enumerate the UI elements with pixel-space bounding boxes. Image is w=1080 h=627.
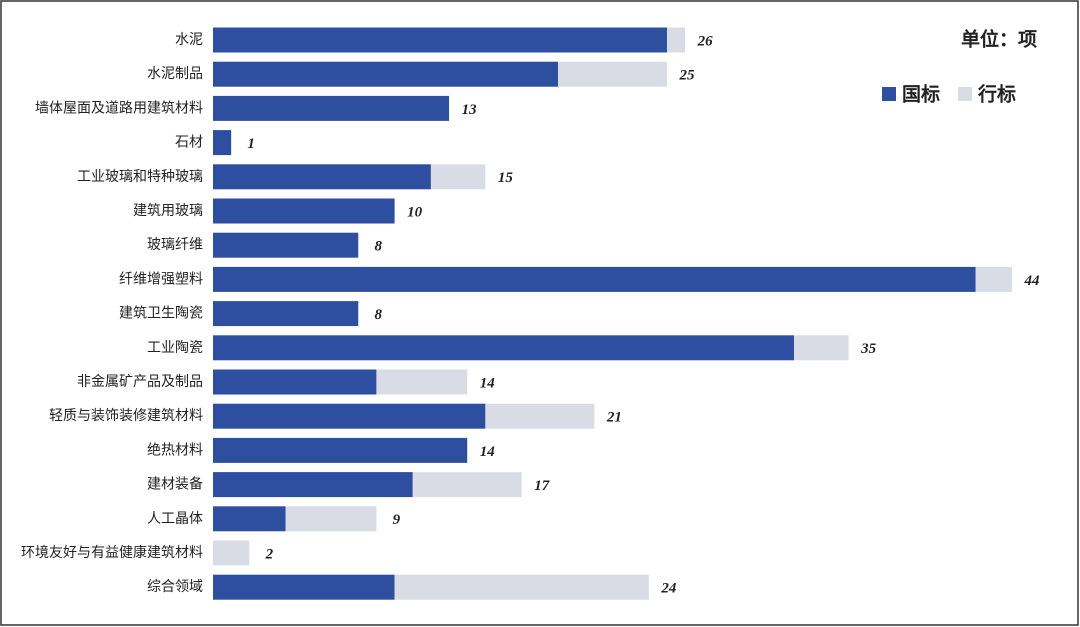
bar-segment xyxy=(558,61,667,87)
category-label: 纤维增强塑料 xyxy=(119,271,203,287)
category-label: 人工晶体 xyxy=(147,511,203,527)
total-label: 8 xyxy=(375,307,383,323)
unit-label: 单位：项 xyxy=(961,28,1037,51)
bar-segment xyxy=(975,266,1012,292)
bar-segment xyxy=(213,540,250,566)
category-label: 玻璃纤维 xyxy=(147,236,203,253)
legend-swatch xyxy=(882,87,896,101)
total-label: 15 xyxy=(498,170,514,186)
bar-segment xyxy=(485,403,595,429)
total-label: 9 xyxy=(393,512,401,528)
bar-segment xyxy=(213,61,559,87)
bar-segment xyxy=(213,506,286,532)
bar-segment xyxy=(213,403,486,429)
total-label: 26 xyxy=(697,33,714,49)
category-label: 石材 xyxy=(175,135,203,151)
bar-segment xyxy=(213,266,976,292)
total-label: 35 xyxy=(860,341,877,357)
bar-segment xyxy=(376,369,468,395)
bar-segment xyxy=(213,198,395,224)
bar-segment xyxy=(213,574,395,600)
category-label: 轻质与装饰装修建筑材料 xyxy=(49,408,203,424)
bar-segment xyxy=(213,164,431,190)
bar-segment xyxy=(394,574,649,600)
category-label: 工业玻璃和特种玻璃 xyxy=(77,168,203,185)
total-label: 44 xyxy=(1024,273,1041,289)
bar-segment xyxy=(213,335,795,361)
category-label: 墙体屋面及道路用建筑材料 xyxy=(35,100,203,116)
bar-segment xyxy=(213,369,377,395)
bar-segment xyxy=(213,437,468,463)
category-label: 建筑卫生陶瓷 xyxy=(119,306,203,322)
category-label: 水泥制品 xyxy=(147,66,203,82)
category-label: 综合领域 xyxy=(147,579,203,595)
bar-segment xyxy=(794,335,849,361)
bar-segment xyxy=(213,27,667,53)
total-label: 8 xyxy=(375,239,383,255)
total-label: 17 xyxy=(534,478,550,494)
bar-segment xyxy=(412,472,522,498)
bar-segment xyxy=(430,164,486,190)
bar-segment xyxy=(213,301,359,327)
category-label: 工业陶瓷 xyxy=(147,340,203,356)
total-label: 21 xyxy=(606,410,622,426)
bar-segment xyxy=(213,95,450,121)
category-label: 水泥 xyxy=(175,32,203,48)
bar-segment xyxy=(213,232,359,258)
total-label: 2 xyxy=(265,546,274,562)
bar-segment xyxy=(666,27,686,53)
total-label: 13 xyxy=(462,102,478,118)
category-label: 环境友好与有益健康建筑材料 xyxy=(21,544,203,561)
total-label: 24 xyxy=(660,581,677,597)
bar-segment xyxy=(213,130,232,156)
category-label: 非金属矿产品及制品 xyxy=(77,374,203,390)
bar-segment xyxy=(213,472,413,498)
total-label: 1 xyxy=(247,136,255,152)
total-label: 14 xyxy=(480,375,496,391)
category-label: 建筑用玻璃 xyxy=(133,202,203,219)
total-label: 25 xyxy=(678,68,695,84)
bar-segment xyxy=(285,506,377,532)
total-label: 10 xyxy=(407,204,423,220)
total-label: 14 xyxy=(480,444,496,460)
legend-swatch xyxy=(958,87,973,101)
category-label: 绝热材料 xyxy=(147,442,203,458)
category-label: 建材装备 xyxy=(147,476,203,493)
legend-label: 行标 xyxy=(977,83,1016,106)
legend-label: 国标 xyxy=(902,84,940,106)
